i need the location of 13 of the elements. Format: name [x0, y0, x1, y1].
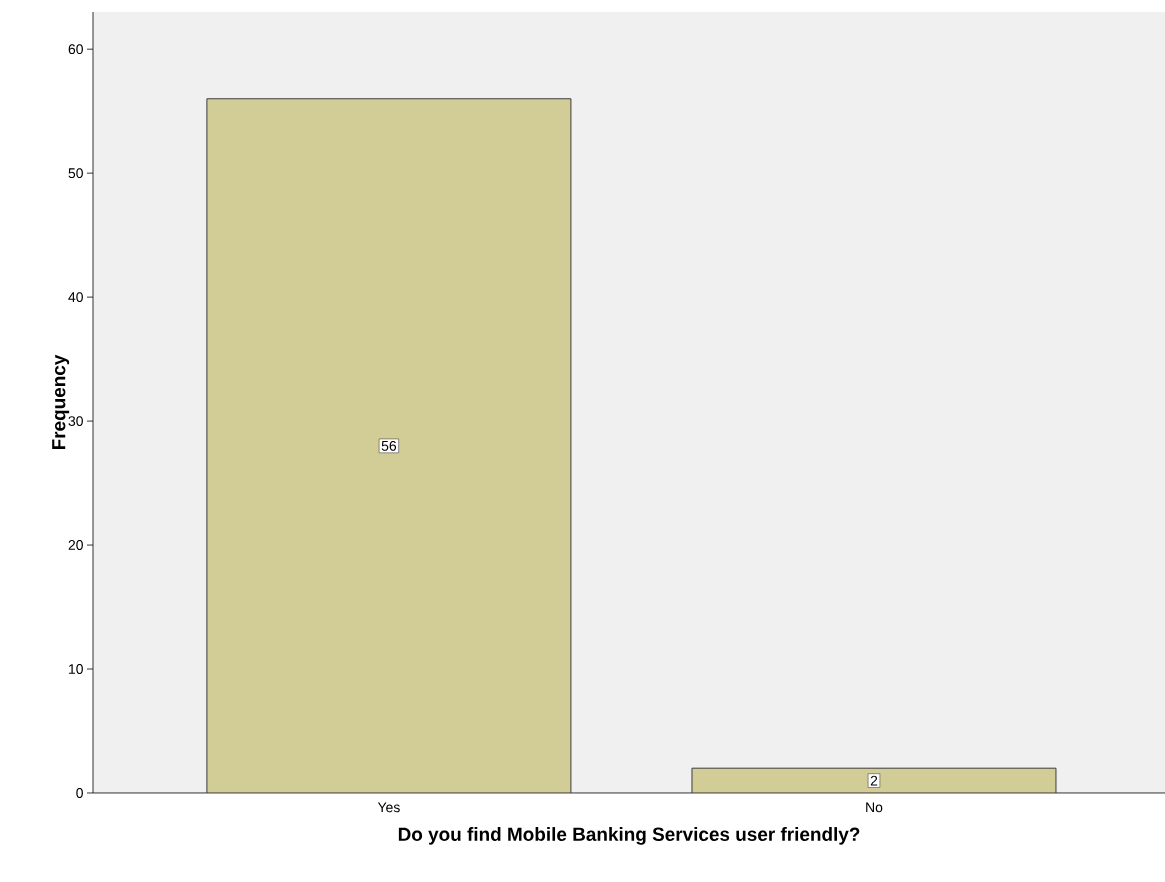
y-tick-label: 60: [68, 44, 83, 55]
x-axis-title: Do you find Mobile Banking Services user friendly?: [398, 827, 860, 845]
y-tick-label: 30: [68, 416, 83, 427]
x-tick-label: Yes: [377, 802, 400, 813]
y-tick-label: 50: [68, 168, 83, 179]
y-tick-label: 20: [68, 540, 83, 550]
y-tick-label: 0: [76, 788, 83, 798]
data-label: 56: [381, 440, 397, 451]
y-tick-label: 40: [68, 292, 83, 303]
y-axis-title: Frequency: [52, 354, 70, 450]
data-label: 2: [870, 775, 878, 786]
y-tick-label: 10: [69, 664, 83, 674]
x-tick-label: No: [866, 802, 883, 813]
